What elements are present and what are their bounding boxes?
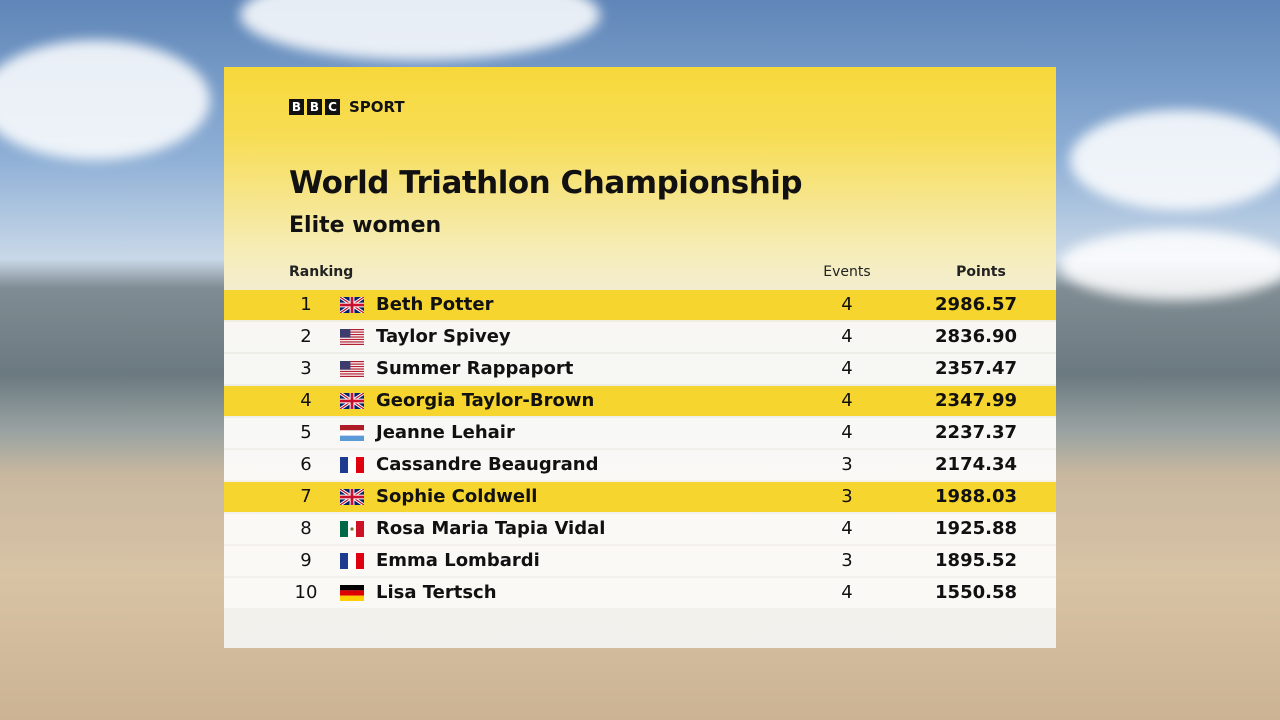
table-row: 8 Rosa Maria Tapia Vidal 4 1925.88 <box>224 514 1056 544</box>
table-row: 1 Beth Potter 4 2986.57 <box>224 290 1056 320</box>
flag <box>340 389 364 413</box>
cloud <box>1060 230 1280 300</box>
events: 3 <box>841 486 853 507</box>
points: 2357.47 <box>935 358 1017 379</box>
logo-letter: C <box>325 99 340 115</box>
flag <box>340 361 364 377</box>
table-row: 9 Emma Lombardi 3 1895.52 <box>224 546 1056 576</box>
points: 2836.90 <box>935 326 1017 347</box>
column-header: Ranking <box>289 264 354 280</box>
table-row: 2 Taylor Spivey 4 2836.90 <box>224 322 1056 352</box>
brand: SPORT <box>349 98 405 116</box>
rank: 4 <box>300 390 312 411</box>
events: 4 <box>841 518 853 539</box>
cloud <box>0 40 210 160</box>
flag <box>340 521 364 537</box>
flag <box>340 553 364 569</box>
points: 1550.58 <box>935 582 1017 603</box>
logo-letter: B <box>307 99 322 115</box>
athlete: Taylor Spivey <box>376 326 511 347</box>
rank: 7 <box>300 486 312 507</box>
athlete: Rosa Maria Tapia Vidal <box>376 518 606 539</box>
rank: 9 <box>300 550 312 571</box>
logo: B B C SPORT <box>289 98 405 116</box>
rank: 3 <box>300 358 312 379</box>
athlete: Georgia Taylor-Brown <box>376 390 595 411</box>
athlete: Lisa Tertsch <box>376 582 497 603</box>
events: 4 <box>841 326 853 347</box>
rank: 10 <box>294 582 318 603</box>
athlete: Jeanne Lehair <box>376 422 515 443</box>
points: 2986.57 <box>935 294 1017 315</box>
column-header: Points <box>956 264 1006 280</box>
rank: 8 <box>300 518 312 539</box>
events: 3 <box>841 454 853 475</box>
table-row: 5 Jeanne Lehair 4 2237.37 <box>224 418 1056 448</box>
title: World Triathlon Championship <box>289 165 803 201</box>
athlete: Summer Rappaport <box>376 358 574 379</box>
standings-panel: B B C SPORT World Triathlon Championship… <box>224 67 1056 648</box>
rank: 6 <box>300 454 312 475</box>
table-row: 6 Cassandre Beaugrand 3 2174.34 <box>224 450 1056 480</box>
subtitle: Elite women <box>289 213 442 238</box>
logo-letter: B <box>289 99 304 115</box>
points: 1988.03 <box>935 486 1017 507</box>
table-body: 1 Beth Potter 4 2986.57 2 Taylor Spivey … <box>224 290 1056 610</box>
table-row: 3 Summer Rappaport 4 2357.47 <box>224 354 1056 384</box>
rank: 2 <box>300 326 312 347</box>
athlete: Emma Lombardi <box>376 550 540 571</box>
column-header: Events <box>823 264 871 280</box>
events: 4 <box>841 582 853 603</box>
athlete: Sophie Coldwell <box>376 486 538 507</box>
points: 1925.88 <box>935 518 1017 539</box>
events: 4 <box>841 390 853 411</box>
flag <box>340 485 364 509</box>
athlete: Beth Potter <box>376 294 494 315</box>
points: 2237.37 <box>935 422 1017 443</box>
events: 4 <box>841 358 853 379</box>
points: 2174.34 <box>935 454 1017 475</box>
flag <box>340 425 364 441</box>
points: 1895.52 <box>935 550 1017 571</box>
rank: 1 <box>300 294 312 315</box>
table-row: 7 Sophie Coldwell 3 1988.03 <box>224 482 1056 512</box>
table-row: 10 Lisa Tertsch 4 1550.58 <box>224 578 1056 608</box>
flag <box>340 293 364 317</box>
points: 2347.99 <box>935 390 1017 411</box>
events: 3 <box>841 550 853 571</box>
events: 4 <box>841 294 853 315</box>
cloud <box>1070 110 1280 210</box>
flag <box>340 585 364 601</box>
athlete: Cassandre Beaugrand <box>376 454 599 475</box>
flag <box>340 329 364 345</box>
table-row: 4 Georgia Taylor-Brown 4 2347.99 <box>224 386 1056 416</box>
events: 4 <box>841 422 853 443</box>
rank: 5 <box>300 422 312 443</box>
flag <box>340 457 364 473</box>
